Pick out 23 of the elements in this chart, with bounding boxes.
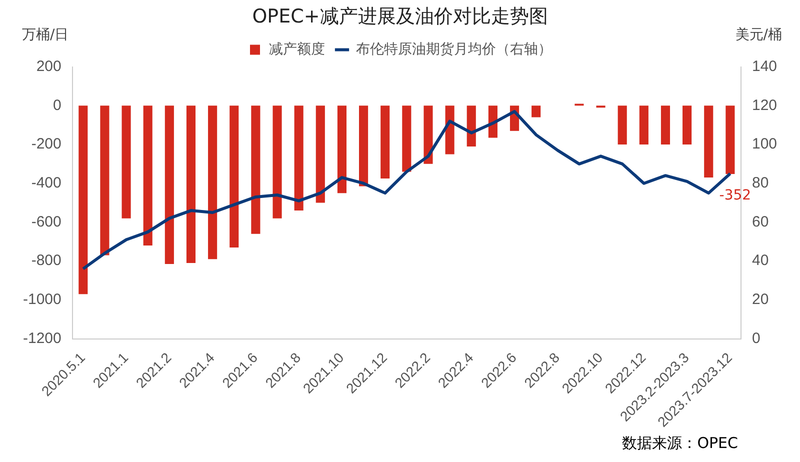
y2-tick-label: 20: [752, 291, 769, 308]
legend-label: 布伦特原油期货月均价（右轴）: [356, 40, 552, 57]
data-label: -352: [719, 188, 752, 204]
y-tick-label: -600: [31, 213, 62, 230]
y-tick-label: 0: [53, 96, 62, 114]
y-axis-title: 万桶/日: [22, 26, 69, 44]
y2-tick-label: 0: [752, 330, 760, 347]
y2-tick-label: 120: [752, 96, 778, 114]
source-note: 数据来源：OPEC: [622, 434, 738, 453]
y-tick-label: -400: [31, 174, 62, 192]
y2-tick-label: 100: [752, 136, 778, 153]
y2-tick-label: 60: [752, 213, 769, 230]
y-tick-label: -800: [31, 252, 62, 270]
chart-title: OPEC+减产进展及油价对比走势图: [252, 5, 548, 28]
y2-tick-label: 140: [752, 58, 778, 75]
y2-axis-title: 美元/桶: [735, 26, 782, 44]
y-tick-label: 200: [36, 58, 62, 75]
y-tick-label: -200: [31, 136, 62, 153]
y-tick-label: -1200: [22, 330, 62, 347]
legend-label: 减产额度: [269, 40, 325, 57]
y-tick-label: -1000: [22, 291, 62, 308]
y2-tick-label: 80: [752, 174, 769, 192]
y2-tick-label: 40: [752, 252, 769, 270]
